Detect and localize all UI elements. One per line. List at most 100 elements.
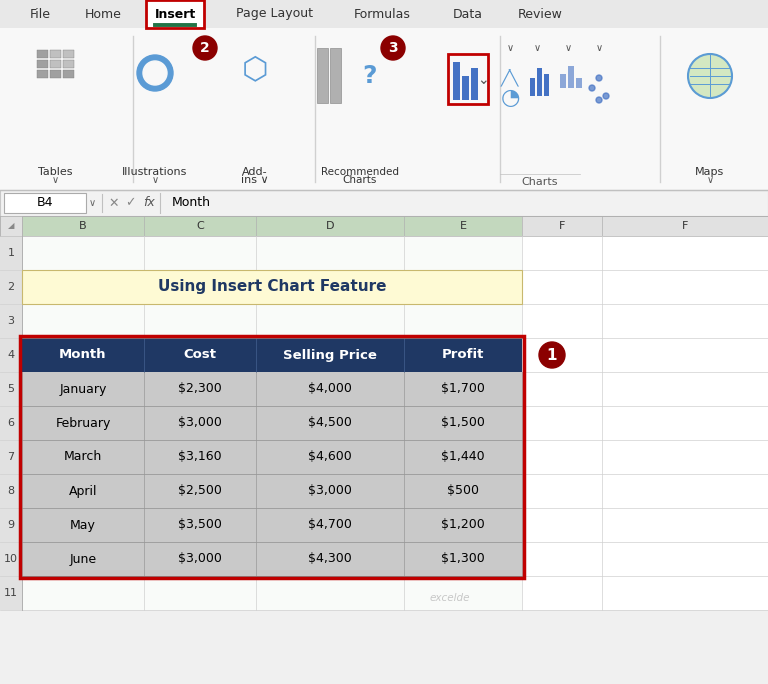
Circle shape xyxy=(193,36,217,60)
Text: Month: Month xyxy=(172,196,211,209)
Text: Formulas: Formulas xyxy=(353,8,410,21)
Text: ∨: ∨ xyxy=(151,175,158,185)
Text: Page Layout: Page Layout xyxy=(237,8,313,21)
Text: February: February xyxy=(55,417,111,430)
Bar xyxy=(22,406,522,440)
Text: E: E xyxy=(459,221,466,231)
Circle shape xyxy=(143,61,167,85)
Text: ⬡: ⬡ xyxy=(242,57,268,86)
Circle shape xyxy=(589,85,595,91)
Text: $1,500: $1,500 xyxy=(441,417,485,430)
Bar xyxy=(0,236,768,610)
Text: $3,160: $3,160 xyxy=(178,451,222,464)
Text: excelde: excelde xyxy=(430,593,470,603)
Text: File: File xyxy=(30,8,51,21)
Circle shape xyxy=(688,54,732,98)
Bar xyxy=(317,48,328,103)
Bar xyxy=(0,216,22,236)
Bar xyxy=(22,236,144,610)
Text: fx: fx xyxy=(143,196,155,209)
Text: $3,000: $3,000 xyxy=(178,417,222,430)
Text: Using Insert Chart Feature: Using Insert Chart Feature xyxy=(157,280,386,295)
Text: 1: 1 xyxy=(8,248,15,258)
Text: $4,000: $4,000 xyxy=(308,382,352,395)
Text: Insert: Insert xyxy=(154,8,196,21)
Circle shape xyxy=(596,75,602,81)
Bar xyxy=(560,74,566,88)
Text: D: D xyxy=(326,221,334,231)
Bar xyxy=(22,216,144,236)
Text: $4,700: $4,700 xyxy=(308,518,352,531)
Bar xyxy=(4,193,86,213)
Text: June: June xyxy=(69,553,97,566)
Text: ins ∨: ins ∨ xyxy=(241,175,269,185)
Bar xyxy=(22,338,522,372)
Bar xyxy=(22,270,522,304)
Text: $3,500: $3,500 xyxy=(178,518,222,531)
Circle shape xyxy=(539,342,565,368)
Text: Add-: Add- xyxy=(242,167,268,177)
Text: ◔: ◔ xyxy=(500,88,520,108)
Bar xyxy=(568,66,574,88)
Text: Data: Data xyxy=(452,8,483,21)
Text: Charts: Charts xyxy=(521,177,558,187)
Text: $4,300: $4,300 xyxy=(308,553,352,566)
Text: ∨: ∨ xyxy=(51,175,58,185)
Bar xyxy=(471,68,478,100)
Text: March: March xyxy=(64,451,102,464)
Text: Recommended: Recommended xyxy=(321,167,399,177)
Bar xyxy=(0,190,768,216)
Text: Month: Month xyxy=(59,349,107,362)
Bar xyxy=(37,70,48,78)
Bar xyxy=(530,78,535,96)
Text: F: F xyxy=(682,221,688,231)
Bar xyxy=(63,60,74,68)
Text: ∨: ∨ xyxy=(534,43,541,53)
Bar xyxy=(576,78,582,88)
Bar xyxy=(50,50,61,58)
Text: Review: Review xyxy=(518,8,562,21)
Text: ∨: ∨ xyxy=(564,43,571,53)
Circle shape xyxy=(603,93,609,99)
Text: ✓: ✓ xyxy=(124,196,135,209)
Circle shape xyxy=(381,36,405,60)
Text: $4,500: $4,500 xyxy=(308,417,352,430)
Bar xyxy=(22,542,522,576)
Bar xyxy=(50,60,61,68)
Text: $500: $500 xyxy=(447,484,479,497)
Bar xyxy=(448,54,488,104)
Text: $3,000: $3,000 xyxy=(308,484,352,497)
Circle shape xyxy=(596,97,602,103)
Text: $4,600: $4,600 xyxy=(308,451,352,464)
Text: January: January xyxy=(59,382,107,395)
Bar xyxy=(256,236,404,610)
Text: ∨: ∨ xyxy=(707,175,713,185)
Text: Cost: Cost xyxy=(184,349,217,362)
Bar xyxy=(63,70,74,78)
Bar xyxy=(330,48,341,103)
Bar xyxy=(63,50,74,58)
Bar xyxy=(0,236,22,610)
Text: ⌄: ⌄ xyxy=(477,73,488,87)
Text: C: C xyxy=(196,221,204,231)
Text: 4: 4 xyxy=(8,350,15,360)
Text: Charts: Charts xyxy=(343,175,377,185)
Bar xyxy=(462,76,469,100)
Text: $1,300: $1,300 xyxy=(441,553,485,566)
Text: $1,200: $1,200 xyxy=(441,518,485,531)
Text: April: April xyxy=(69,484,98,497)
Text: ╱╲: ╱╲ xyxy=(501,69,519,87)
Text: ?: ? xyxy=(362,64,377,88)
Text: 6: 6 xyxy=(8,418,15,428)
Text: Selling Price: Selling Price xyxy=(283,349,377,362)
Text: B: B xyxy=(79,221,87,231)
Circle shape xyxy=(137,55,173,91)
Text: 2: 2 xyxy=(8,282,15,292)
Bar xyxy=(144,216,256,236)
Text: F: F xyxy=(559,221,565,231)
Text: ∨: ∨ xyxy=(88,198,95,208)
Text: $1,700: $1,700 xyxy=(441,382,485,395)
Text: Maps: Maps xyxy=(695,167,725,177)
Text: Profit: Profit xyxy=(442,349,484,362)
Text: $3,000: $3,000 xyxy=(178,553,222,566)
